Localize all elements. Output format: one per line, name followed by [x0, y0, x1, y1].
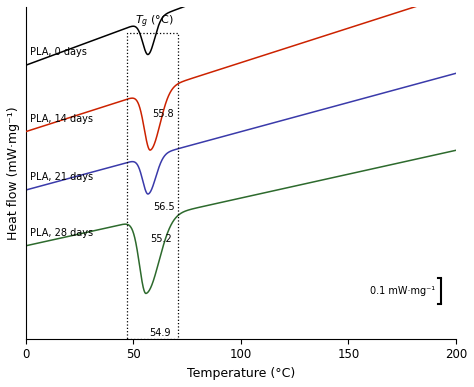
Text: PLA, 14 days: PLA, 14 days — [30, 114, 93, 124]
Text: 0.1 mW·mg⁻¹: 0.1 mW·mg⁻¹ — [370, 286, 436, 296]
Text: PLA, 0 days: PLA, 0 days — [30, 47, 87, 57]
Text: 55.2: 55.2 — [150, 234, 172, 244]
Text: 54.9: 54.9 — [149, 328, 171, 338]
Text: $T_g$ (°C): $T_g$ (°C) — [135, 13, 174, 29]
Text: 56.5: 56.5 — [154, 202, 175, 212]
Text: PLA, 28 days: PLA, 28 days — [30, 228, 93, 238]
Y-axis label: Heat flow (mW·mg⁻¹): Heat flow (mW·mg⁻¹) — [7, 106, 20, 240]
Text: PLA, 21 days: PLA, 21 days — [30, 172, 93, 182]
Bar — [127, 34, 178, 339]
Text: 55.8: 55.8 — [153, 109, 174, 119]
X-axis label: Temperature (°C): Temperature (°C) — [187, 367, 295, 380]
